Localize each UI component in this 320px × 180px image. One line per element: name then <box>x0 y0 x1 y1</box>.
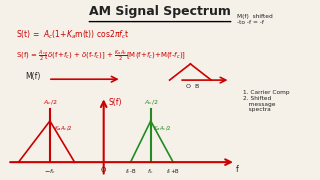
Text: $f_c$-B: $f_c$-B <box>125 167 136 176</box>
Text: $K_aA_c/2$: $K_aA_c/2$ <box>153 124 172 133</box>
Text: S(t) =  $A_c$(1+$K_a$m(t)) cos2$\pi$$f_c$t: S(t) = $A_c$(1+$K_a$m(t)) cos2$\pi$$f_c$… <box>16 29 129 41</box>
Text: M(f): M(f) <box>26 72 41 81</box>
Text: $f_c$: $f_c$ <box>148 167 154 176</box>
Text: $K_aA_c/2$: $K_aA_c/2$ <box>54 124 73 133</box>
Text: $f_c$+B: $f_c$+B <box>166 167 180 176</box>
Text: AM Signal Spectrum: AM Signal Spectrum <box>89 5 231 18</box>
Text: $A_c/2$: $A_c/2$ <box>143 98 158 107</box>
Text: 1. Carrier Comp
2. Shifted
   message
   spectra: 1. Carrier Comp 2. Shifted message spect… <box>243 90 290 112</box>
Text: S(f): S(f) <box>108 98 122 107</box>
Text: $A_c/2$: $A_c/2$ <box>43 98 57 107</box>
Text: M(f)  shifted
-to -f = -f: M(f) shifted -to -f = -f <box>237 14 273 25</box>
Text: f: f <box>236 165 239 174</box>
Text: $-f_c$: $-f_c$ <box>44 167 56 176</box>
Text: O: O <box>101 167 106 173</box>
Text: O  B: O B <box>186 84 199 89</box>
Text: S(f) = $\frac{A_c}{2}$[$\delta$(f+$f_c$) + $\delta$(f-$f_c$)] + $\frac{K_aA_c}{2: S(f) = $\frac{A_c}{2}$[$\delta$(f+$f_c$)… <box>16 49 186 64</box>
